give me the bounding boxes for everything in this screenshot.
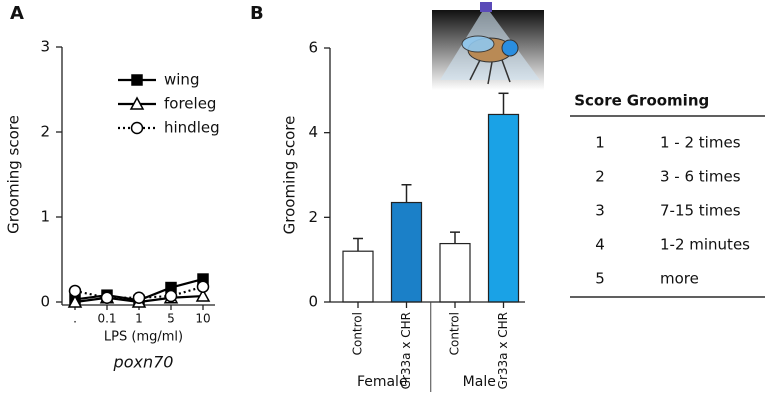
y-tick-label: 0: [308, 293, 318, 311]
y-tick-label: 2: [308, 208, 318, 226]
marker: [67, 294, 83, 308]
marker: [131, 74, 143, 86]
x-axis-label: LPS (mg/ml): [104, 330, 183, 345]
table-cell: 2: [595, 168, 605, 186]
legend-label: hindleg: [164, 119, 220, 137]
y-axis-label: Grooming score: [281, 116, 299, 235]
y-tick-label: 0: [40, 293, 50, 311]
marker: [129, 96, 145, 110]
group-label: Female: [357, 374, 408, 390]
table-cell: 3 - 6 times: [660, 168, 741, 186]
table-header: Score: [574, 92, 622, 110]
x-tick-label: Gr33a x CHR: [496, 312, 510, 389]
table: [570, 115, 765, 298]
panel-label: B: [250, 3, 264, 24]
subtitle: poxn70: [113, 353, 174, 372]
y-tick-label: 4: [308, 123, 318, 141]
y-tick-label: 6: [308, 39, 318, 57]
marker: [130, 121, 144, 135]
marker: [164, 289, 178, 303]
series-line: [74, 285, 204, 299]
marker: [68, 284, 82, 298]
bar: [390, 201, 423, 303]
x-tick-label: 1: [135, 312, 143, 326]
table-cell: more: [660, 270, 699, 288]
y-tick-label: 2: [40, 123, 50, 141]
group-label: Male: [463, 374, 496, 390]
table-cell: 3: [595, 202, 605, 220]
y-tick-label: 3: [40, 38, 50, 56]
bar: [342, 250, 374, 303]
legend-label: wing: [164, 71, 199, 89]
x-tick-label: 10: [195, 312, 210, 326]
x-tick-label: Gr33a x CHR: [399, 312, 413, 389]
bar: [439, 242, 471, 303]
table-cell: 7-15 times: [660, 202, 741, 220]
table-cell: 5: [595, 270, 605, 288]
panel-label: A: [10, 3, 24, 24]
x-tick-label: Control: [448, 312, 462, 355]
table-cell: 4: [595, 236, 605, 254]
table-cell: 1-2 minutes: [660, 236, 750, 254]
y-axis-label: Grooming score: [5, 115, 23, 234]
table-cell: 1: [595, 134, 605, 152]
x-tick-label: 0.1: [97, 312, 116, 326]
marker: [195, 288, 211, 302]
marker: [132, 291, 146, 304]
legend-label: foreleg: [164, 95, 216, 113]
x-tick-label: Control: [351, 312, 365, 355]
y-tick-label: 1: [40, 208, 50, 226]
x-tick-label: 5: [167, 312, 175, 326]
fly-illustration: [432, 2, 544, 90]
marker: [100, 291, 114, 304]
bar: [487, 113, 520, 303]
marker: [196, 280, 210, 293]
table-cell: 1 - 2 times: [660, 134, 741, 152]
table-header: Grooming: [627, 92, 710, 110]
x-tick-label: .: [73, 312, 77, 326]
